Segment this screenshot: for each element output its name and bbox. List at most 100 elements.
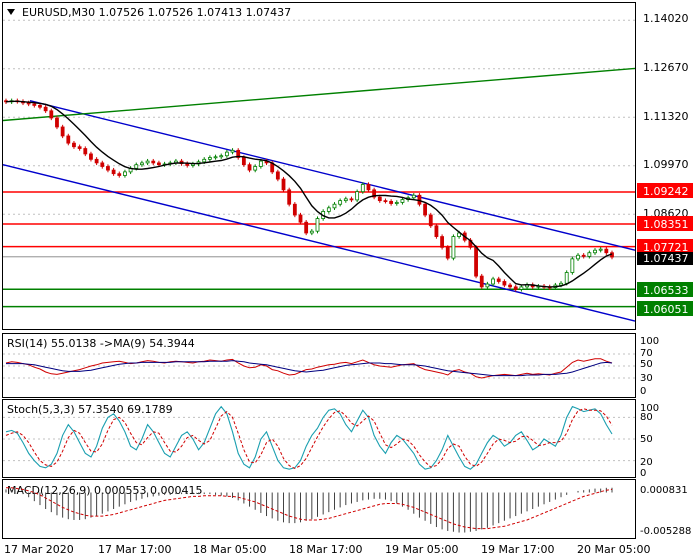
candle-body [519, 286, 524, 290]
candle-body [26, 102, 31, 105]
chart-marks [2, 19, 636, 533]
candle-body [570, 258, 575, 273]
candle-body [389, 200, 394, 204]
rsi-pane[interactable] [2, 333, 636, 398]
level-badge [637, 239, 693, 254]
candle-body [491, 278, 495, 285]
candle-body [315, 218, 320, 232]
stoch-pane[interactable] [2, 399, 636, 478]
rsi-tick-label: 0 [640, 386, 646, 397]
candle-body [581, 254, 586, 257]
channel-upper-line [29, 100, 636, 251]
candle-body [100, 162, 105, 167]
rsi-tick-label: 100 [640, 336, 659, 347]
candle-body [508, 284, 512, 288]
candle-body [38, 105, 42, 108]
current-price-badge [637, 252, 693, 265]
level-badge-label: 1.09242 [643, 185, 689, 198]
candle-body [94, 158, 99, 164]
stoch-title: Stoch(5,3,3) 57.3540 69.1789 [7, 403, 173, 416]
candle-body [145, 160, 150, 164]
candle-body [598, 248, 603, 251]
candle-body [377, 196, 382, 202]
candle-body [564, 272, 569, 284]
candle-body [423, 203, 428, 216]
candle-body [49, 110, 54, 119]
candle-body [309, 230, 314, 234]
macd-pane[interactable] [2, 479, 636, 539]
candle-body [394, 202, 399, 204]
candle-body [349, 198, 354, 201]
candle-body [355, 191, 360, 201]
candle-body [32, 103, 37, 106]
candle-body [372, 189, 377, 198]
candle-body [445, 246, 450, 259]
candle-body [219, 155, 224, 158]
stoch-d-line [5, 408, 613, 470]
candle-body [60, 126, 65, 137]
main-price-pane[interactable] [2, 2, 636, 330]
candle-body [72, 142, 76, 148]
price-tick-label: 1.11320 [643, 110, 689, 123]
trend-line-upper-green [2, 67, 636, 122]
price-tick-label: 1.12670 [643, 61, 689, 74]
candle-body [77, 146, 82, 149]
candle-body [304, 221, 309, 234]
time-tick-label: 19 Mar 17:00 [481, 543, 554, 556]
candle-body [298, 214, 303, 223]
candle-body [604, 248, 609, 254]
macd-axis: 0.000831 -0.005288 [640, 485, 691, 537]
level-badge-label: 1.08351 [643, 218, 689, 231]
current-price-label: 1.07437 [643, 252, 689, 265]
stoch-tick-label: 80 [640, 412, 653, 423]
candle-body [134, 164, 139, 169]
candle-body [224, 151, 229, 157]
price-tick-label: 1.09970 [643, 158, 689, 171]
candle-body [123, 171, 127, 176]
candle-body [479, 275, 484, 288]
rsi-tick-label: 70 [640, 348, 653, 359]
time-tick-label: 19 Mar 05:00 [385, 543, 458, 556]
candle-body [230, 149, 235, 153]
candle-body [292, 203, 297, 216]
candle-body [451, 236, 456, 259]
candle-body [513, 286, 518, 290]
rsi-title: RSI(14) 55.0138 ->MA(9) 54.3944 [7, 337, 195, 350]
collapse-triangle-icon[interactable] [7, 9, 15, 15]
macd-tick-label: -0.005288 [640, 526, 691, 537]
price-tick-label: 1.14020 [643, 12, 689, 25]
candle-body [43, 106, 48, 112]
candle-body [258, 160, 263, 167]
stoch-k-line [5, 405, 613, 470]
level-badge [637, 216, 693, 231]
candle-body [474, 246, 478, 277]
time-tick-label: 17 Mar 2020 [4, 543, 74, 556]
rsi-tick-label: 50 [640, 359, 653, 370]
level-badges: 1.09242 1.08351 1.07721 1.07437 1.06533 … [637, 183, 693, 316]
time-axis: 17 Mar 2020 17 Mar 17:00 18 Mar 05:00 18… [4, 543, 650, 556]
candle-body [559, 282, 563, 286]
candle-body [411, 194, 416, 199]
channel-lower-line [2, 164, 636, 322]
level-badge-label: 1.07721 [643, 241, 689, 254]
candle-body [428, 214, 433, 227]
candle-body [140, 162, 144, 166]
level-badge [637, 183, 693, 198]
rsi-ma-line [6, 360, 613, 377]
candle-body [326, 207, 331, 212]
candle-body [281, 178, 286, 191]
candle-body [55, 117, 59, 128]
time-tick-label: 18 Mar 05:00 [193, 543, 266, 556]
moving-average-line [5, 100, 613, 288]
level-badge [637, 282, 693, 297]
level-badge-label: 1.06051 [643, 303, 689, 316]
candle-body [236, 149, 241, 158]
time-tick-label: 18 Mar 17:00 [289, 543, 362, 556]
candle-body [593, 249, 597, 254]
candle-body [117, 173, 122, 176]
candle-body [213, 156, 218, 159]
candle-body [332, 203, 337, 209]
rsi-tick-label: 30 [640, 373, 653, 384]
